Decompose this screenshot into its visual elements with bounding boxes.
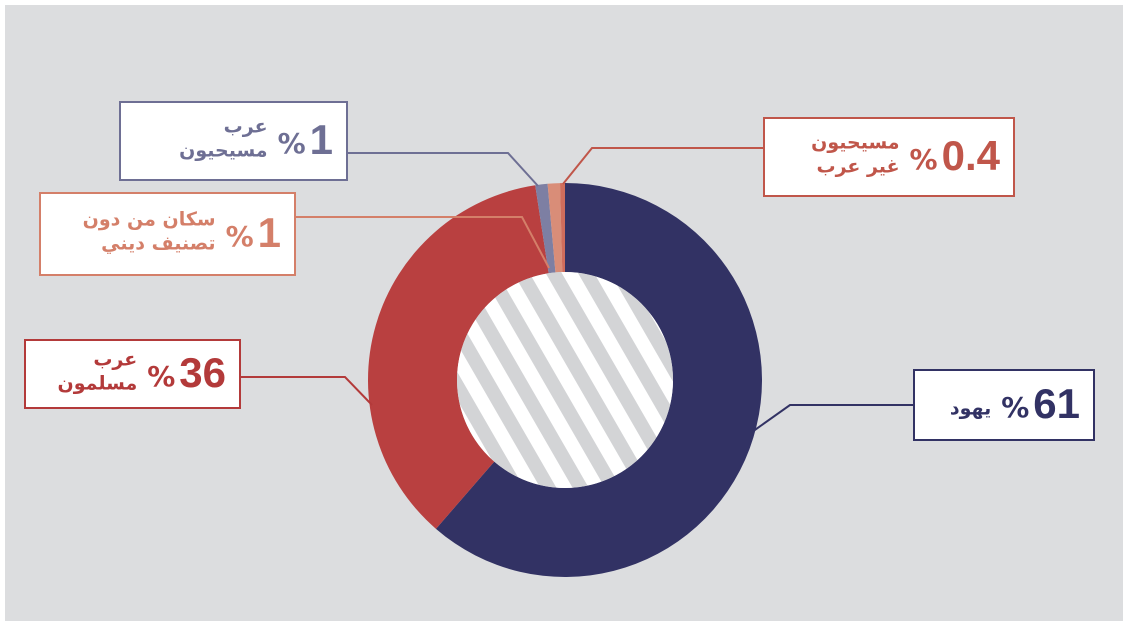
donut-hole <box>457 272 673 488</box>
unit-label: % <box>147 360 175 393</box>
donut-slice <box>435 183 762 578</box>
category-label: يهود <box>950 398 991 420</box>
category-label: عرب <box>93 349 137 371</box>
donut-slice <box>368 185 549 529</box>
value-label: 0.4 <box>942 132 1001 179</box>
unit-label: % <box>226 220 254 253</box>
category-label: مسيحيون <box>811 132 899 154</box>
category-label: عرب <box>224 116 268 138</box>
label-box <box>39 192 296 276</box>
donut-slice <box>560 183 565 273</box>
leader-line <box>562 147 764 185</box>
value-label: 1 <box>310 116 333 163</box>
label-box <box>24 339 241 409</box>
label-box <box>913 369 1095 441</box>
category-label: سكان من دون <box>83 209 216 231</box>
unit-label: % <box>1001 391 1029 424</box>
leader-line <box>240 376 373 406</box>
value-label: 36 <box>179 349 226 396</box>
donut-slice <box>547 183 563 273</box>
category-label: تصنيف ديني <box>101 233 215 255</box>
category-label: مسلمون <box>57 373 137 395</box>
leader-line <box>751 404 914 433</box>
leader-line <box>347 152 539 187</box>
value-label: 61 <box>1033 380 1080 427</box>
leader-line <box>295 216 550 269</box>
unit-label: % <box>910 143 938 176</box>
value-label: 1 <box>258 209 281 256</box>
donut-slice <box>535 183 556 274</box>
label-box <box>119 101 348 181</box>
category-label: غير عرب <box>816 156 899 178</box>
unit-label: % <box>278 127 306 160</box>
category-label: مسيحيون <box>179 140 267 162</box>
label-box <box>763 117 1015 197</box>
